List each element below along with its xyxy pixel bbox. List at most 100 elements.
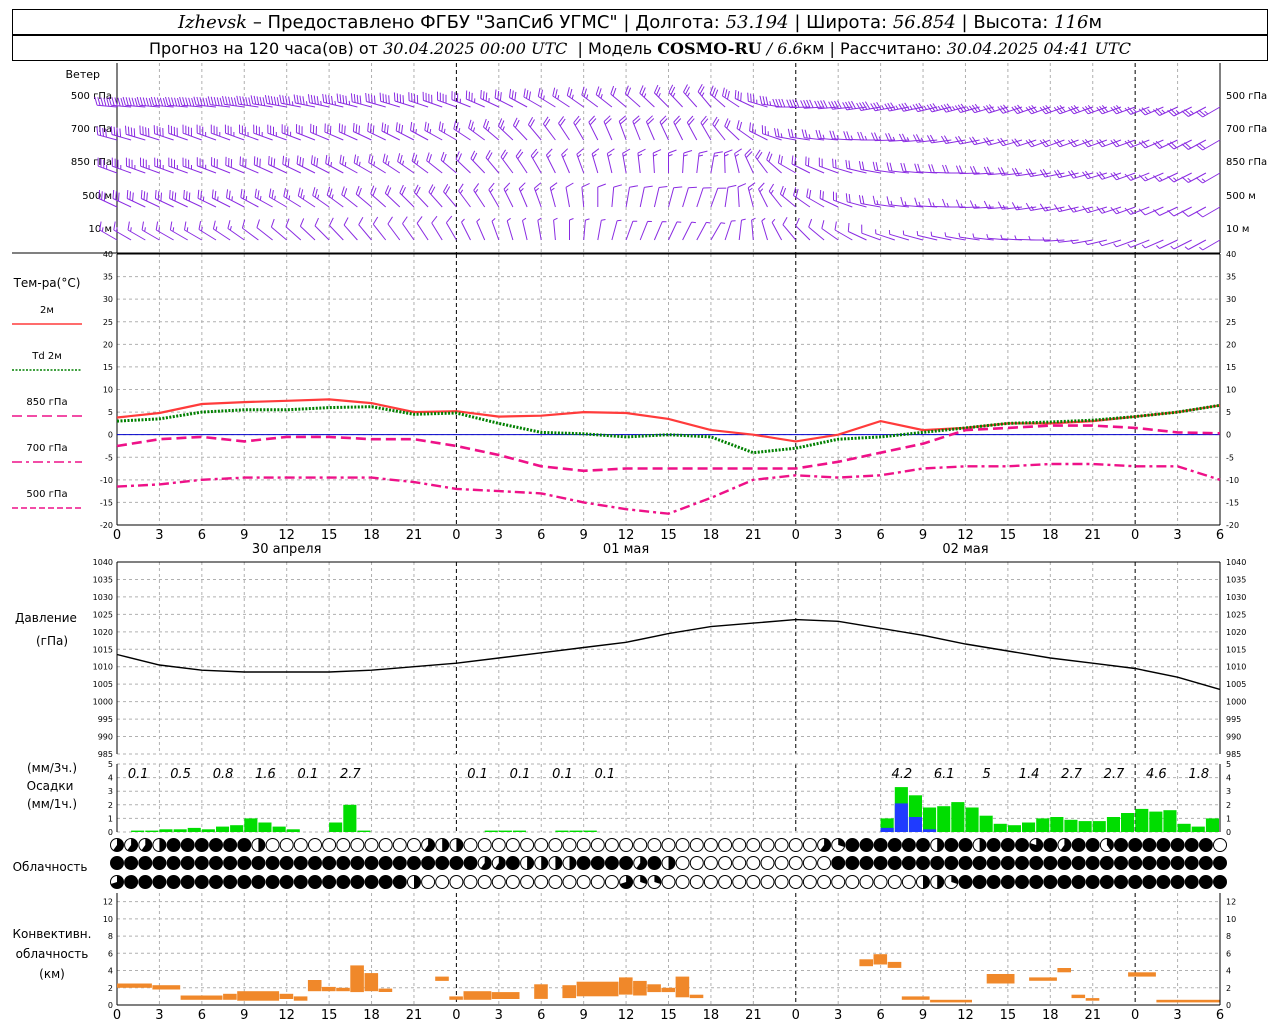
wind-barb: [808, 218, 825, 241]
wind-barb: [791, 155, 811, 174]
cloud-fill: [902, 838, 916, 852]
location-name: Izhevsk: [177, 12, 248, 33]
wind-title: Ветер: [66, 68, 100, 81]
cloud-fill: [1029, 838, 1043, 852]
wind-barb: [697, 83, 712, 108]
convective-hour-label: 12: [278, 1008, 295, 1023]
wind-barb: [1053, 204, 1079, 213]
precip-unit-1h: (мм/1ч.): [27, 797, 77, 811]
cloud-fill: [167, 838, 181, 852]
convective-hour-label: 3: [155, 1008, 163, 1023]
wind-barb: [98, 189, 118, 208]
wind-barb: [1184, 239, 1207, 250]
wind-barb: [522, 217, 528, 241]
convective-cloud-bar: [859, 959, 873, 967]
cloud-symbol: [520, 875, 535, 889]
wind-barb: [1039, 203, 1065, 212]
latitude-value: 56.854: [892, 12, 956, 33]
cloud-fill: [294, 856, 308, 870]
pressure-tick-right: 1005: [1226, 680, 1246, 689]
cloud-fill: [605, 856, 619, 870]
cloud-symbol: [887, 875, 902, 889]
cloud-fill: [209, 856, 223, 870]
temperature-hour-label: 6: [1216, 528, 1224, 543]
temperature-hour-label: 0: [113, 528, 121, 543]
precip-3h-sum: 6.1: [934, 767, 955, 782]
wind-barb: [940, 103, 966, 113]
cloud-symbol: [788, 838, 803, 852]
wind-barb: [553, 217, 558, 241]
wind-barb: [645, 115, 655, 141]
wind-barb: [632, 115, 641, 141]
wind-barb: [509, 88, 528, 108]
cloud-fill: [916, 856, 930, 870]
wind-barb: [611, 219, 622, 241]
wind-barb: [212, 220, 231, 241]
convective-cloud-bar: [1085, 998, 1100, 1001]
convective-hour-label: 18: [703, 1008, 720, 1023]
wind-barb: [793, 187, 811, 208]
wind-barb: [1181, 139, 1207, 150]
wind-barb: [786, 99, 810, 109]
wind-barb: [1113, 239, 1136, 248]
wind-barb: [845, 159, 867, 174]
convective-tick-left: 6: [108, 949, 113, 958]
wind-barb: [832, 158, 853, 174]
precipitation-tick-right: 5: [1226, 760, 1231, 769]
cloud-fill: [541, 856, 548, 870]
rain-bar: [512, 830, 526, 832]
wind-barb: [545, 148, 556, 174]
wind-barb: [682, 221, 696, 241]
cloud-fill: [223, 875, 237, 889]
cloud-fill: [365, 875, 378, 889]
cloud-fill: [308, 875, 322, 889]
cloud-symbol: [421, 875, 436, 889]
cloud-symbol: [435, 875, 450, 889]
model-name: COSMO-RU: [657, 39, 762, 58]
cloud-fill: [1142, 838, 1156, 852]
cloud-symbol: [802, 875, 817, 889]
provider-text: – Предоставлено ФГБУ "ЗапСиб УГМС" |: [252, 12, 630, 33]
wind-barb: [916, 231, 938, 241]
convective-cloud-bar: [364, 973, 379, 992]
rain-bar: [1050, 817, 1064, 832]
cloud-symbol: [463, 875, 478, 889]
wind-barb: [549, 182, 558, 208]
temperature-tick-right: 0: [1226, 431, 1231, 440]
wind-barb: [210, 124, 231, 141]
rain-bar: [1036, 818, 1050, 832]
wind-barb: [353, 154, 372, 174]
temperature-tick-left: 25: [103, 318, 113, 327]
cloud-fill: [1185, 875, 1199, 889]
wind-barb: [295, 124, 316, 141]
wind-barb: [196, 157, 217, 174]
cloud-fill: [1029, 875, 1043, 889]
cloud-symbol: [746, 875, 761, 889]
convective-hour-label: 21: [1084, 1008, 1101, 1023]
wind-barb: [270, 218, 288, 241]
convective-hour-label: 21: [406, 1008, 423, 1023]
wind-barb: [402, 216, 415, 241]
cloud-symbol: [491, 838, 506, 852]
temperature-tick-right: -15: [1226, 498, 1239, 507]
cloud-fill: [987, 856, 1001, 870]
wind-barb: [1124, 172, 1150, 181]
wind-barb: [1195, 172, 1221, 184]
convective-cloud-bar: [279, 993, 294, 999]
convective-cloud-bar: [449, 996, 463, 1000]
wind-barb: [595, 86, 613, 108]
wind-barb: [1025, 202, 1051, 211]
wind-barb: [141, 221, 160, 241]
wind-barb: [336, 93, 358, 108]
cloud-symbol: [689, 838, 704, 852]
pressure-line: [116, 618, 1221, 691]
temperature-tick-left: -10: [100, 476, 113, 485]
wind-barb: [256, 219, 273, 241]
cloud-fill: [1100, 856, 1114, 870]
cloud-fill: [1029, 856, 1043, 870]
cloud-fill: [951, 875, 958, 884]
wind-barb: [1124, 106, 1150, 115]
cloud-fill: [640, 875, 647, 884]
altitude-label: | Высота:: [961, 12, 1049, 33]
cloud-fill: [654, 875, 661, 884]
